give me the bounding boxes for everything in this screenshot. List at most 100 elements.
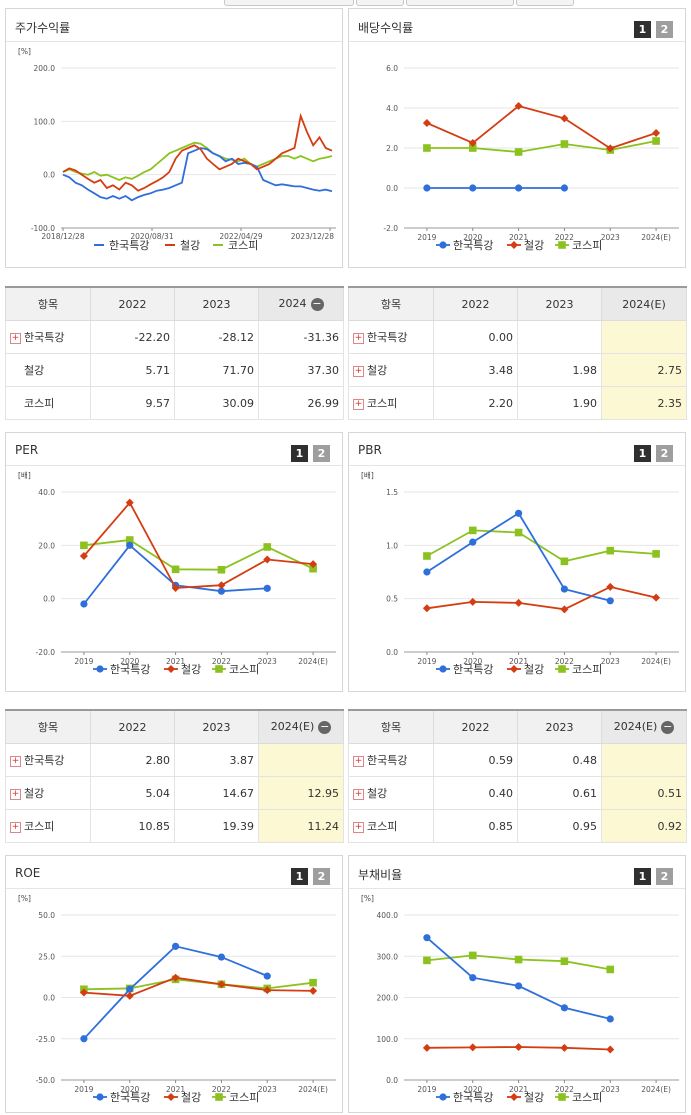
view-1-button[interactable]: 1	[634, 868, 651, 885]
data-point	[309, 978, 317, 987]
title-divider	[349, 888, 685, 889]
value-cell	[601, 743, 687, 777]
legend: 한국특강 철강 코스피	[93, 663, 259, 676]
panel-title: 배당수익률	[358, 21, 414, 35]
view-2-button[interactable]: 2	[313, 868, 330, 885]
per-panel: PER 1 2 [배] 40.0 20.0 0.0 -20.0 2019 2020 2021 2022…	[5, 432, 343, 692]
header-label: 항목	[37, 298, 59, 311]
legend-swatch-marker	[510, 241, 518, 249]
top-toolbar-strip	[0, 0, 691, 6]
data-point	[468, 139, 477, 147]
data-point	[652, 129, 661, 137]
data-point	[468, 1043, 477, 1052]
view-1-button[interactable]: 1	[291, 445, 308, 462]
view-1-button[interactable]: 1	[634, 445, 651, 462]
dividend-yield-table: 항목 2022 2023 2024(E) + 한국특강 0.00 + 철강 3.48 1.98 2.7…	[348, 286, 687, 420]
series-1	[422, 102, 661, 153]
view-2-button[interactable]: 2	[313, 445, 330, 462]
view-1-button[interactable]: 1	[291, 868, 308, 885]
x-tick-label: 2020	[120, 657, 139, 666]
x-tick-label: 2023	[258, 1085, 277, 1094]
data-point	[423, 552, 431, 560]
data-point	[606, 1015, 614, 1023]
row-name: 한국특강	[367, 331, 408, 344]
table-row: + 한국특강 0.59 0.48	[348, 743, 687, 777]
expand-plus-icon[interactable]: +	[353, 398, 364, 410]
expand-plus-icon[interactable]: +	[353, 755, 364, 767]
y-tick-label: 1.5	[386, 488, 398, 497]
debt-ratio-panel: 부채비율 1 2 [%] 400.0 300.0 200.0 100.0 0.0 2019 2020…	[348, 855, 686, 1113]
data-point	[423, 184, 431, 192]
collapse-icon[interactable]: −	[318, 719, 332, 734]
value-cell: 26.99	[258, 386, 344, 420]
collapse-icon[interactable]: −	[661, 719, 675, 734]
value-cell: 2.35	[601, 386, 687, 420]
value-cell: 0.40	[433, 776, 518, 810]
panel-title: PER	[15, 443, 39, 457]
data-point	[125, 991, 134, 1000]
table-header-cell: 2024(E) −	[601, 709, 687, 744]
value-cell: 14.67	[174, 776, 259, 810]
expand-plus-icon[interactable]: +	[10, 755, 21, 767]
x-tick-label: 2019	[417, 657, 436, 666]
data-point	[171, 942, 180, 950]
value-cell: 2.80	[90, 743, 175, 777]
row-name: 코스피	[24, 397, 55, 410]
view-1-button[interactable]: 1	[634, 21, 651, 38]
table-header-cell: 2024(E)	[601, 286, 687, 321]
expand-plus-icon[interactable]: +	[10, 788, 21, 800]
data-point	[125, 536, 134, 544]
series-line-1	[83, 501, 314, 589]
title-divider	[349, 41, 685, 42]
toolbar-button[interactable]	[516, 0, 574, 6]
data-point	[560, 957, 569, 965]
unit-label: [배]	[18, 471, 31, 480]
legend-label: 코스피	[229, 1091, 259, 1104]
series-2	[423, 951, 615, 974]
row-name: 한국특강	[24, 331, 65, 344]
expand-plus-icon[interactable]: +	[353, 332, 364, 344]
value-cell: 1.90	[517, 386, 602, 420]
series-line-2	[426, 140, 657, 153]
expand-plus-icon[interactable]: +	[353, 821, 364, 833]
toolbar-button[interactable]	[356, 0, 404, 6]
series-1	[79, 498, 318, 592]
chart-svg: [배] 1.5 1.0 0.5 0.0 2019 2020 2021 2022 2023 2024(…	[361, 471, 679, 676]
legend-swatch-marker	[96, 1093, 104, 1101]
value-cell: 71.70	[174, 353, 259, 387]
data-point	[126, 985, 134, 993]
legend-label: 철강	[181, 1091, 201, 1104]
y-tick-label: -2.0	[383, 224, 398, 233]
value-cell	[601, 320, 687, 354]
value-cell: 37.30	[258, 353, 344, 387]
series-line-1	[426, 105, 657, 150]
data-point	[468, 144, 477, 152]
toolbar-button[interactable]	[224, 0, 354, 6]
series-line-1	[83, 976, 314, 997]
data-point	[125, 498, 134, 507]
table-header-cell: 2023	[517, 286, 602, 321]
expand-plus-icon[interactable]: +	[353, 365, 364, 377]
view-2-button[interactable]: 2	[656, 445, 673, 462]
table-row: + 철강 3.48 1.98 2.75	[348, 353, 687, 387]
header-label: 2023	[202, 297, 231, 311]
table-row: + 한국특강 -22.20 -28.12 -31.36	[5, 320, 344, 354]
toolbar-button[interactable]	[406, 0, 514, 6]
legend-label: 코스피	[572, 239, 602, 252]
legend-swatch-marker	[510, 1093, 518, 1101]
data-point	[469, 974, 477, 982]
header-label: 2024(E)	[622, 297, 666, 311]
expand-plus-icon[interactable]: +	[353, 788, 364, 800]
expand-plus-icon[interactable]: +	[10, 332, 21, 344]
data-point	[217, 980, 226, 989]
y-tick-label: 300.0	[377, 952, 399, 961]
data-point	[80, 541, 88, 550]
collapse-icon[interactable]: −	[310, 296, 324, 311]
view-2-button[interactable]: 2	[656, 21, 673, 38]
view-2-button[interactable]: 2	[656, 868, 673, 885]
x-tick-label: 2021	[166, 1085, 185, 1094]
value-cell: -28.12	[174, 320, 259, 354]
legend-label: 한국특강	[110, 1091, 150, 1104]
value-cell	[258, 743, 344, 777]
expand-plus-icon[interactable]: +	[10, 821, 21, 833]
